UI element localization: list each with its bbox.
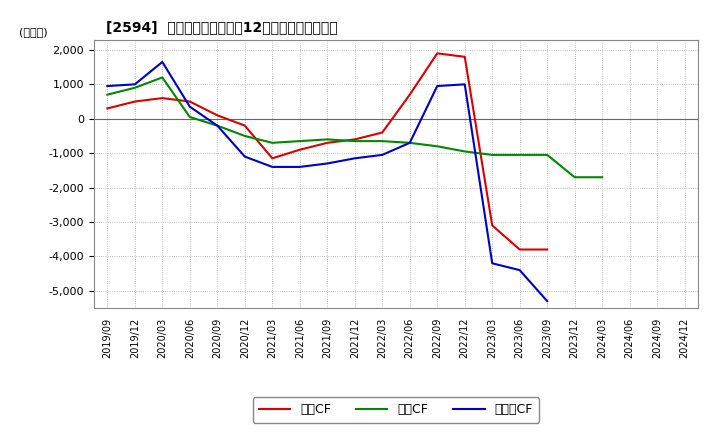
投資CF	[405, 140, 414, 146]
投資CF	[378, 139, 387, 144]
フリーCF	[405, 140, 414, 146]
営業CF	[351, 137, 359, 142]
営業CF	[130, 99, 139, 104]
投資CF	[186, 114, 194, 120]
Y-axis label: (百万円): (百万円)	[19, 27, 48, 37]
営業CF	[460, 54, 469, 59]
投資CF	[433, 143, 441, 149]
投資CF	[323, 137, 332, 142]
営業CF	[433, 51, 441, 56]
フリーCF	[543, 298, 552, 304]
フリーCF	[130, 82, 139, 87]
投資CF	[213, 123, 222, 128]
Line: 投資CF: 投資CF	[107, 77, 602, 177]
投資CF	[130, 85, 139, 90]
フリーCF	[323, 161, 332, 166]
投資CF	[598, 175, 606, 180]
営業CF	[543, 247, 552, 252]
投資CF	[268, 140, 276, 146]
フリーCF	[103, 84, 112, 89]
営業CF	[268, 156, 276, 161]
営業CF	[240, 123, 249, 128]
Text: [2594]  キャッシュフローの12か月移動合計の推移: [2594] キャッシュフローの12か月移動合計の推移	[106, 20, 338, 34]
営業CF	[378, 130, 387, 135]
投資CF	[295, 139, 304, 144]
投資CF	[488, 152, 497, 158]
フリーCF	[351, 156, 359, 161]
投資CF	[158, 75, 166, 80]
投資CF	[516, 152, 524, 158]
フリーCF	[213, 123, 222, 128]
投資CF	[460, 149, 469, 154]
投資CF	[103, 92, 112, 97]
フリーCF	[488, 260, 497, 266]
投資CF	[543, 152, 552, 158]
Line: フリーCF: フリーCF	[107, 62, 547, 301]
フリーCF	[295, 164, 304, 169]
投資CF	[351, 139, 359, 144]
フリーCF	[460, 82, 469, 87]
フリーCF	[433, 84, 441, 89]
Line: 営業CF: 営業CF	[107, 53, 547, 249]
フリーCF	[186, 104, 194, 109]
フリーCF	[240, 154, 249, 159]
投資CF	[240, 133, 249, 139]
フリーCF	[268, 164, 276, 169]
営業CF	[488, 223, 497, 228]
営業CF	[516, 247, 524, 252]
営業CF	[295, 147, 304, 152]
投資CF	[570, 175, 579, 180]
営業CF	[323, 140, 332, 146]
営業CF	[405, 92, 414, 97]
営業CF	[103, 106, 112, 111]
営業CF	[158, 95, 166, 101]
フリーCF	[378, 152, 387, 158]
フリーCF	[158, 59, 166, 65]
フリーCF	[516, 268, 524, 273]
Legend: 営業CF, 投資CF, フリーCF: 営業CF, 投資CF, フリーCF	[253, 397, 539, 422]
営業CF	[186, 99, 194, 104]
営業CF	[213, 113, 222, 118]
